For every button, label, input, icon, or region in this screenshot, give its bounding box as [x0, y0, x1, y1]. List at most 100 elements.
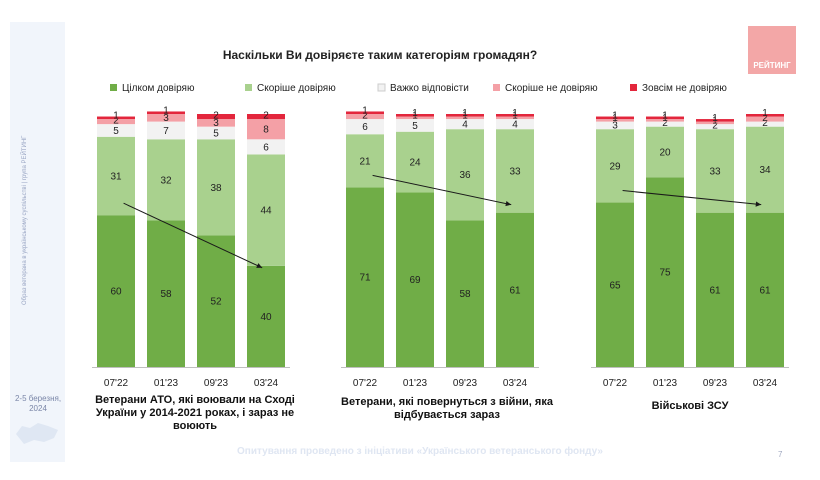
bar-segment-g3-b3-s3 — [696, 124, 734, 130]
data-label-g1-b4-s4: 8 — [263, 125, 269, 136]
data-label-g3-b3-s5: 1 — [712, 113, 718, 124]
data-label-g2-b2-s1: 69 — [409, 275, 421, 286]
bar-segment-g2-b1-s3 — [346, 119, 384, 135]
x-tick-label-g1-b1: 07'22 — [104, 378, 129, 389]
survey-date: 2-5 березня, 2024 — [14, 394, 62, 413]
data-label-g3-b2-s3: 2 — [662, 118, 668, 129]
bar-segment-g2-b1-s5 — [346, 111, 384, 114]
legend-label-1: Цілком довіряю — [122, 83, 195, 94]
bar-segment-g1-b1-s3 — [97, 124, 135, 137]
bar-segment-g3-b3-s4 — [696, 121, 734, 125]
trend-arrow-head-g2 — [505, 200, 512, 207]
bar-segment-g2-b4-s5 — [496, 114, 534, 117]
legend-swatch-1 — [110, 84, 117, 91]
data-label-g1-b2-s2: 32 — [160, 175, 172, 186]
trend-arrow-line-g3 — [622, 190, 762, 206]
bar-segment-g1-b1-s4 — [97, 119, 135, 125]
bar-segment-g3-b2-s4 — [646, 119, 684, 122]
logo-text: РЕЙТИНГ — [753, 61, 791, 70]
data-label-g1-b1-s1: 60 — [110, 287, 122, 298]
data-label-g2-b1-s4: 2 — [362, 111, 368, 122]
data-label-g3-b3-s3: 2 — [712, 121, 718, 132]
bar-segment-g1-b2-s4 — [147, 114, 185, 122]
legend-swatch-2 — [245, 84, 252, 91]
data-label-g2-b4-s3: 4 — [512, 120, 518, 131]
data-label-g2-b3-s2: 36 — [459, 170, 471, 181]
page-number: 7 — [778, 450, 783, 459]
data-label-g1-b3-s1: 52 — [210, 297, 222, 308]
bar-segment-g1-b4-s3 — [247, 139, 285, 155]
bar-segment-g1-b3-s1 — [197, 235, 235, 367]
x-tick-label-g2-b1: 07'22 — [353, 378, 378, 389]
legend-swatch-3 — [377, 83, 386, 92]
data-label-g2-b4-s5: 1 — [512, 108, 518, 119]
bar-segment-g1-b1-s1 — [97, 215, 135, 367]
x-tick-label-g3-b1: 07'22 — [603, 378, 628, 389]
group-label-ato-veterans: Ветерани АТО, які воювали на Сході Украї… — [95, 394, 295, 432]
bar-segment-g1-b4-s1 — [247, 265, 285, 367]
bar-segment-g2-b1-s2 — [346, 134, 384, 188]
bar-segment-g2-b2-s4 — [396, 116, 434, 120]
x-tick-label-g3-b3: 09'23 — [703, 378, 728, 389]
bar-segment-g3-b1-s3 — [596, 121, 634, 130]
ukraine-map-icon — [16, 423, 58, 444]
data-label-g1-b1-s3: 5 — [113, 126, 119, 137]
bar-segment-g3-b4-s4 — [746, 116, 784, 122]
data-label-g3-b1-s2: 29 — [609, 161, 621, 172]
trend-arrow-head-g1 — [256, 263, 263, 268]
bar-segment-g3-b1-s5 — [596, 116, 634, 120]
data-label-g3-b3-s2: 33 — [709, 166, 721, 177]
data-label-g2-b4-s1: 61 — [509, 285, 521, 296]
bar-segment-g1-b2-s3 — [147, 121, 185, 140]
bar-segment-g3-b2-s3 — [646, 121, 684, 127]
chart-title: Наскільки Ви довіряєте таким категоріям … — [222, 48, 538, 62]
legend-label-3: Важко відповісти — [390, 83, 469, 94]
bar-segment-g3-b3-s5 — [696, 119, 734, 122]
bar-segment-g2-b4-s4 — [496, 116, 534, 120]
bar-segment-g1-b3-s5 — [197, 114, 235, 120]
data-label-g1-b2-s1: 58 — [160, 289, 172, 300]
data-label-g2-b3-s1: 58 — [459, 289, 471, 300]
data-label-g1-b2-s4: 3 — [163, 113, 169, 124]
data-label-g2-b1-s2: 21 — [359, 156, 371, 167]
bar-segment-g2-b3-s2 — [446, 129, 484, 221]
bar-segment-g2-b4-s1 — [496, 212, 534, 367]
bar-segment-g3-b2-s1 — [646, 177, 684, 367]
data-label-g2-b2-s3: 5 — [412, 121, 418, 132]
footer-note: Опитування проведено з ініціативи «Украї… — [237, 446, 603, 457]
bar-segment-g1-b4-s4 — [247, 119, 285, 140]
bar-segment-g2-b2-s5 — [396, 114, 434, 117]
data-label-g1-b4-s2: 44 — [260, 206, 272, 217]
data-label-g2-b1-s1: 71 — [359, 273, 371, 284]
data-label-g1-b2-s5: 1 — [163, 106, 169, 117]
bar-segment-g2-b2-s3 — [396, 119, 434, 132]
bar-segment-g1-b3-s4 — [197, 119, 235, 127]
data-label-g1-b4-s1: 40 — [260, 312, 272, 323]
data-label-g2-b4-s2: 33 — [509, 166, 521, 177]
bar-segment-g3-b2-s5 — [646, 116, 684, 120]
data-label-g1-b4-s5: 2 — [263, 111, 269, 122]
data-label-g3-b1-s3: 3 — [612, 121, 618, 132]
bar-segment-g2-b2-s1 — [396, 192, 434, 367]
bar-segment-g1-b2-s1 — [147, 220, 185, 367]
data-label-g1-b1-s4: 2 — [113, 116, 119, 127]
bar-segment-g1-b1-s2 — [97, 136, 135, 216]
data-label-g3-b4-s3: 2 — [762, 118, 768, 129]
x-tick-label-g2-b3: 09'23 — [453, 378, 478, 389]
data-label-g3-b2-s2: 20 — [659, 147, 671, 158]
data-label-g2-b2-s5: 1 — [412, 108, 418, 119]
trend-arrow-head-g3 — [755, 201, 762, 207]
data-label-g3-b3-s1: 61 — [709, 285, 721, 296]
data-label-g1-b1-s2: 31 — [110, 171, 122, 182]
data-label-g3-b1-s1: 65 — [609, 280, 621, 291]
sidebar-panel — [10, 22, 65, 462]
bar-segment-g3-b1-s2 — [596, 129, 634, 203]
x-tick-label-g1-b2: 01'23 — [154, 378, 179, 389]
group-label-returning-veterans: Ветерани, які повернуться з війни, яка в… — [341, 396, 553, 421]
data-label-g3-b2-s1: 75 — [659, 268, 671, 279]
data-label-g2-b1-s3: 6 — [362, 122, 368, 133]
bar-segment-g1-b2-s2 — [147, 139, 185, 221]
data-label-g3-b4-s2: 34 — [759, 165, 771, 176]
bar-segment-g1-b3-s3 — [197, 126, 235, 140]
legend-label-4: Скоріше не довіряю — [505, 83, 598, 94]
